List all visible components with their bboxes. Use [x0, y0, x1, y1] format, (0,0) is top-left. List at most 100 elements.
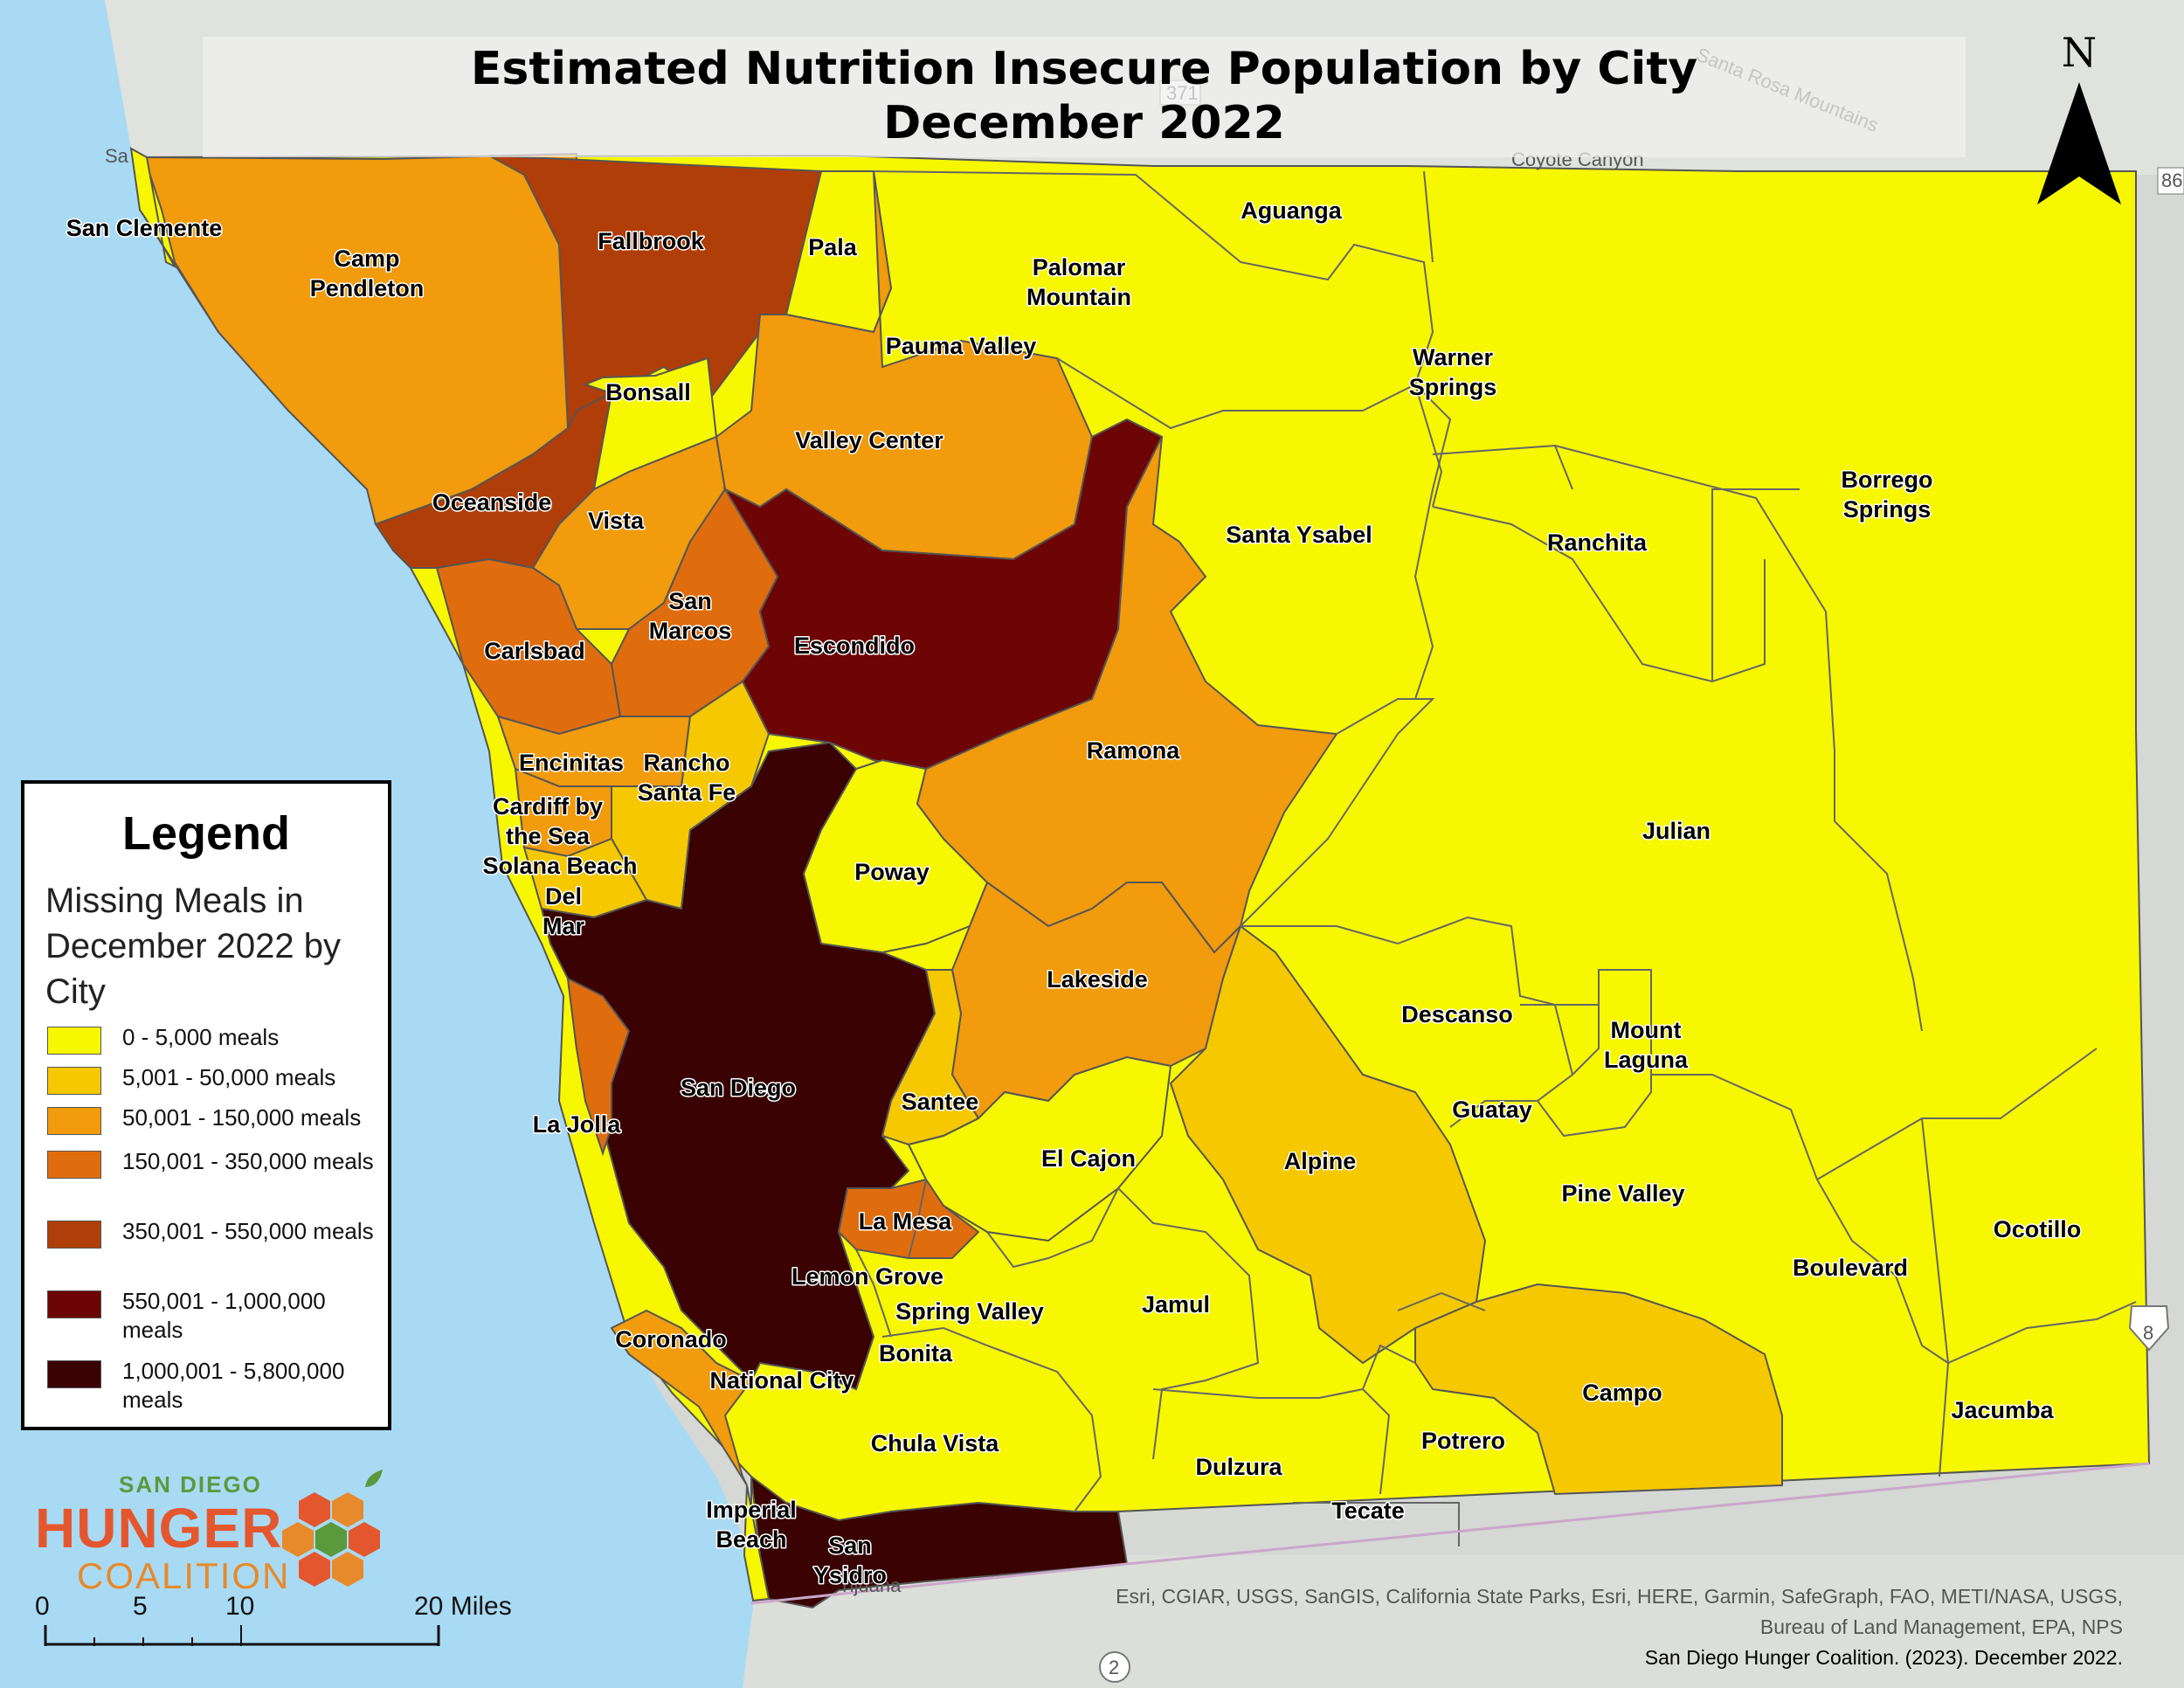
scale-tick-label: 10 — [225, 1592, 255, 1621]
legend-item-label: 50,001 - 150,000 meals — [122, 1104, 362, 1131]
city-label-coronado: Coronado — [615, 1326, 727, 1352]
interstate-shield-8: 8 — [2128, 1305, 2170, 1352]
region-coronado — [610, 1309, 753, 1486]
city-label-san-marcos: San Marcos — [649, 588, 732, 644]
city-label-la-mesa: La Mesa — [859, 1208, 953, 1235]
region-san-clemente — [129, 147, 177, 269]
route-shield-2: 2 — [1099, 1651, 1130, 1683]
city-label-santee: Santee — [902, 1089, 979, 1115]
credits-line-2: Bureau of Land Management, EPA, NPS — [1759, 1615, 2123, 1638]
legend-box: Legend Missing Meals in December 2022 by… — [21, 780, 391, 1430]
logo-text-middle: HUNGER — [35, 1497, 283, 1560]
region-el-cajon — [907, 1055, 1172, 1242]
city-label-bonsall: Bonsall — [605, 379, 691, 405]
city-label-spring-valley: Spring Valley — [895, 1298, 1044, 1325]
city-label-encinitas: Encinitas — [519, 750, 624, 776]
city-label-tecate: Tecate — [1331, 1498, 1405, 1524]
city-label-san-diego: San Diego — [681, 1075, 796, 1101]
city-label-oceanside: Oceanside — [432, 489, 552, 515]
legend-item-label: 550,001 - 1,000,000 meals — [122, 1288, 326, 1343]
hunger-coalition-logo: SAN DIEGO HUNGER COALITION — [35, 1468, 411, 1596]
city-label-warner-springs: Warner Springs — [1409, 344, 1497, 400]
legend-item: 350,001 - 550,000 meals — [47, 1217, 376, 1249]
svg-text:86: 86 — [2161, 169, 2182, 191]
city-label-camp-pendleton: Camp Pendleton — [310, 246, 425, 301]
city-label-dulzura: Dulzura — [1195, 1454, 1282, 1480]
city-label-borrego-springs: Borrego Springs — [1841, 467, 1932, 522]
city-label-el-cajon: El Cajon — [1041, 1145, 1136, 1172]
svg-text:2: 2 — [1109, 1657, 1119, 1678]
logo-text-top: SAN DIEGO — [119, 1471, 262, 1498]
region-la-jolla — [566, 977, 631, 1157]
map-title-line-2: December 2022 — [883, 97, 1285, 149]
city-label-descanso: Descanso — [1401, 1001, 1513, 1027]
region-campo — [1414, 1283, 1783, 1496]
city-label-santa-ysabel: Santa Ysabel — [1226, 522, 1372, 548]
legend-swatch — [47, 1290, 101, 1318]
legend-swatch — [47, 1067, 101, 1095]
city-label-pala: Pala — [808, 234, 858, 260]
city-label-imperial-beach: Imperial Beach — [706, 1497, 797, 1553]
legend-item-label: 350,001 - 550,000 meals — [122, 1218, 374, 1244]
city-label-national-city: National City — [709, 1367, 854, 1394]
city-label-cardiff-by-the-sea: Cardiff by the Sea — [493, 793, 603, 849]
legend-swatch — [47, 1360, 101, 1388]
north-arrow-label: N — [2061, 29, 2098, 76]
city-label-jamul: Jamul — [1142, 1291, 1210, 1318]
basemap-label-tijuana: Tijuana — [839, 1574, 902, 1596]
legend-heading: Legend — [121, 807, 290, 860]
credits-line-3: San Diego Hunger Coalition. (2023). Dece… — [1644, 1646, 2123, 1669]
legend-item: 150,001 - 350,000 meals — [47, 1147, 376, 1179]
legend-item: 5,001 - 50,000 meals — [47, 1063, 376, 1095]
city-label-ramona: Ramona — [1087, 737, 1181, 764]
credits-line-1: Esri, CGIAR, USGS, SanGIS, California St… — [1116, 1585, 2123, 1608]
city-label-potrero: Potrero — [1421, 1428, 1505, 1454]
scale-bar-line — [44, 1625, 440, 1646]
boundary-lines — [855, 170, 2137, 1546]
city-label-del-mar: Del Mar — [543, 883, 585, 939]
logo-text-bottom: COALITION — [77, 1555, 291, 1596]
city-label-ranchita: Ranchita — [1547, 529, 1648, 556]
city-label-julian: Julian — [1642, 818, 1711, 844]
city-label-alpine: Alpine — [1284, 1148, 1357, 1174]
city-label-ocotillo: Ocotillo — [1994, 1216, 2082, 1242]
north-arrow: N — [2035, 31, 2123, 218]
legend-item-label: 5,001 - 50,000 meals — [122, 1064, 336, 1090]
city-label-san-ysidro: San Ysidro — [813, 1532, 887, 1588]
map-title: Estimated Nutrition Insecure Population … — [203, 42, 1966, 150]
city-label-rancho-santa-fe: Rancho Santa Fe — [638, 750, 736, 806]
city-label-bonita: Bonita — [879, 1340, 953, 1366]
city-label-chula-vista: Chula Vista — [871, 1430, 1000, 1456]
legend-item: 50,001 - 150,000 meals — [47, 1103, 376, 1135]
scale-tick-label: 20 Miles — [414, 1592, 512, 1621]
legend-swatch — [47, 1027, 101, 1055]
city-label-fallbrook: Fallbrook — [598, 228, 704, 254]
city-label-valley-center: Valley Center — [795, 427, 943, 453]
region-san-diego — [540, 741, 936, 1391]
city-label-campo: Campo — [1582, 1380, 1662, 1406]
legend-item-label: 1,000,001 - 5,800,000 meals — [122, 1358, 345, 1413]
basemap-label-sa: Sa — [105, 145, 129, 167]
map-credits: Esri, CGIAR, USGS, SanGIS, California St… — [1116, 1581, 2123, 1673]
city-label-vista: Vista — [588, 508, 645, 534]
international-border — [750, 1462, 2150, 1605]
legend-subtitle: Missing Meals in December 2022 by City — [45, 882, 341, 1011]
city-label-lemon-grove: Lemon Grove — [791, 1263, 943, 1290]
legend-item-label: 0 - 5,000 meals — [122, 1024, 280, 1050]
city-label-jacumba: Jacumba — [1951, 1397, 2054, 1423]
svg-text:8: 8 — [2143, 1322, 2153, 1344]
legend-item-label: 150,001 - 350,000 meals — [122, 1148, 374, 1174]
city-label-pine-valley: Pine Valley — [1561, 1180, 1684, 1207]
title-backdrop — [203, 37, 1966, 157]
city-label-boulevard: Boulevard — [1793, 1255, 1908, 1281]
logo-hexagon-icon — [282, 1470, 383, 1587]
legend-item: 550,001 - 1,000,000 meals — [47, 1287, 376, 1345]
city-label-solana-beach: Solana Beach — [482, 853, 637, 879]
city-label-pauma-valley: Pauma Valley — [886, 333, 1037, 359]
city-label-aguanga: Aguanga — [1241, 197, 1342, 224]
city-label-poway: Poway — [854, 859, 930, 885]
city-label-mount-laguna: Mount Laguna — [1604, 1017, 1689, 1073]
route-shield-86: 86 — [2157, 167, 2184, 195]
city-label-san-clemente: San Clemente — [66, 215, 223, 241]
city-label-escondido: Escondido — [794, 633, 915, 659]
